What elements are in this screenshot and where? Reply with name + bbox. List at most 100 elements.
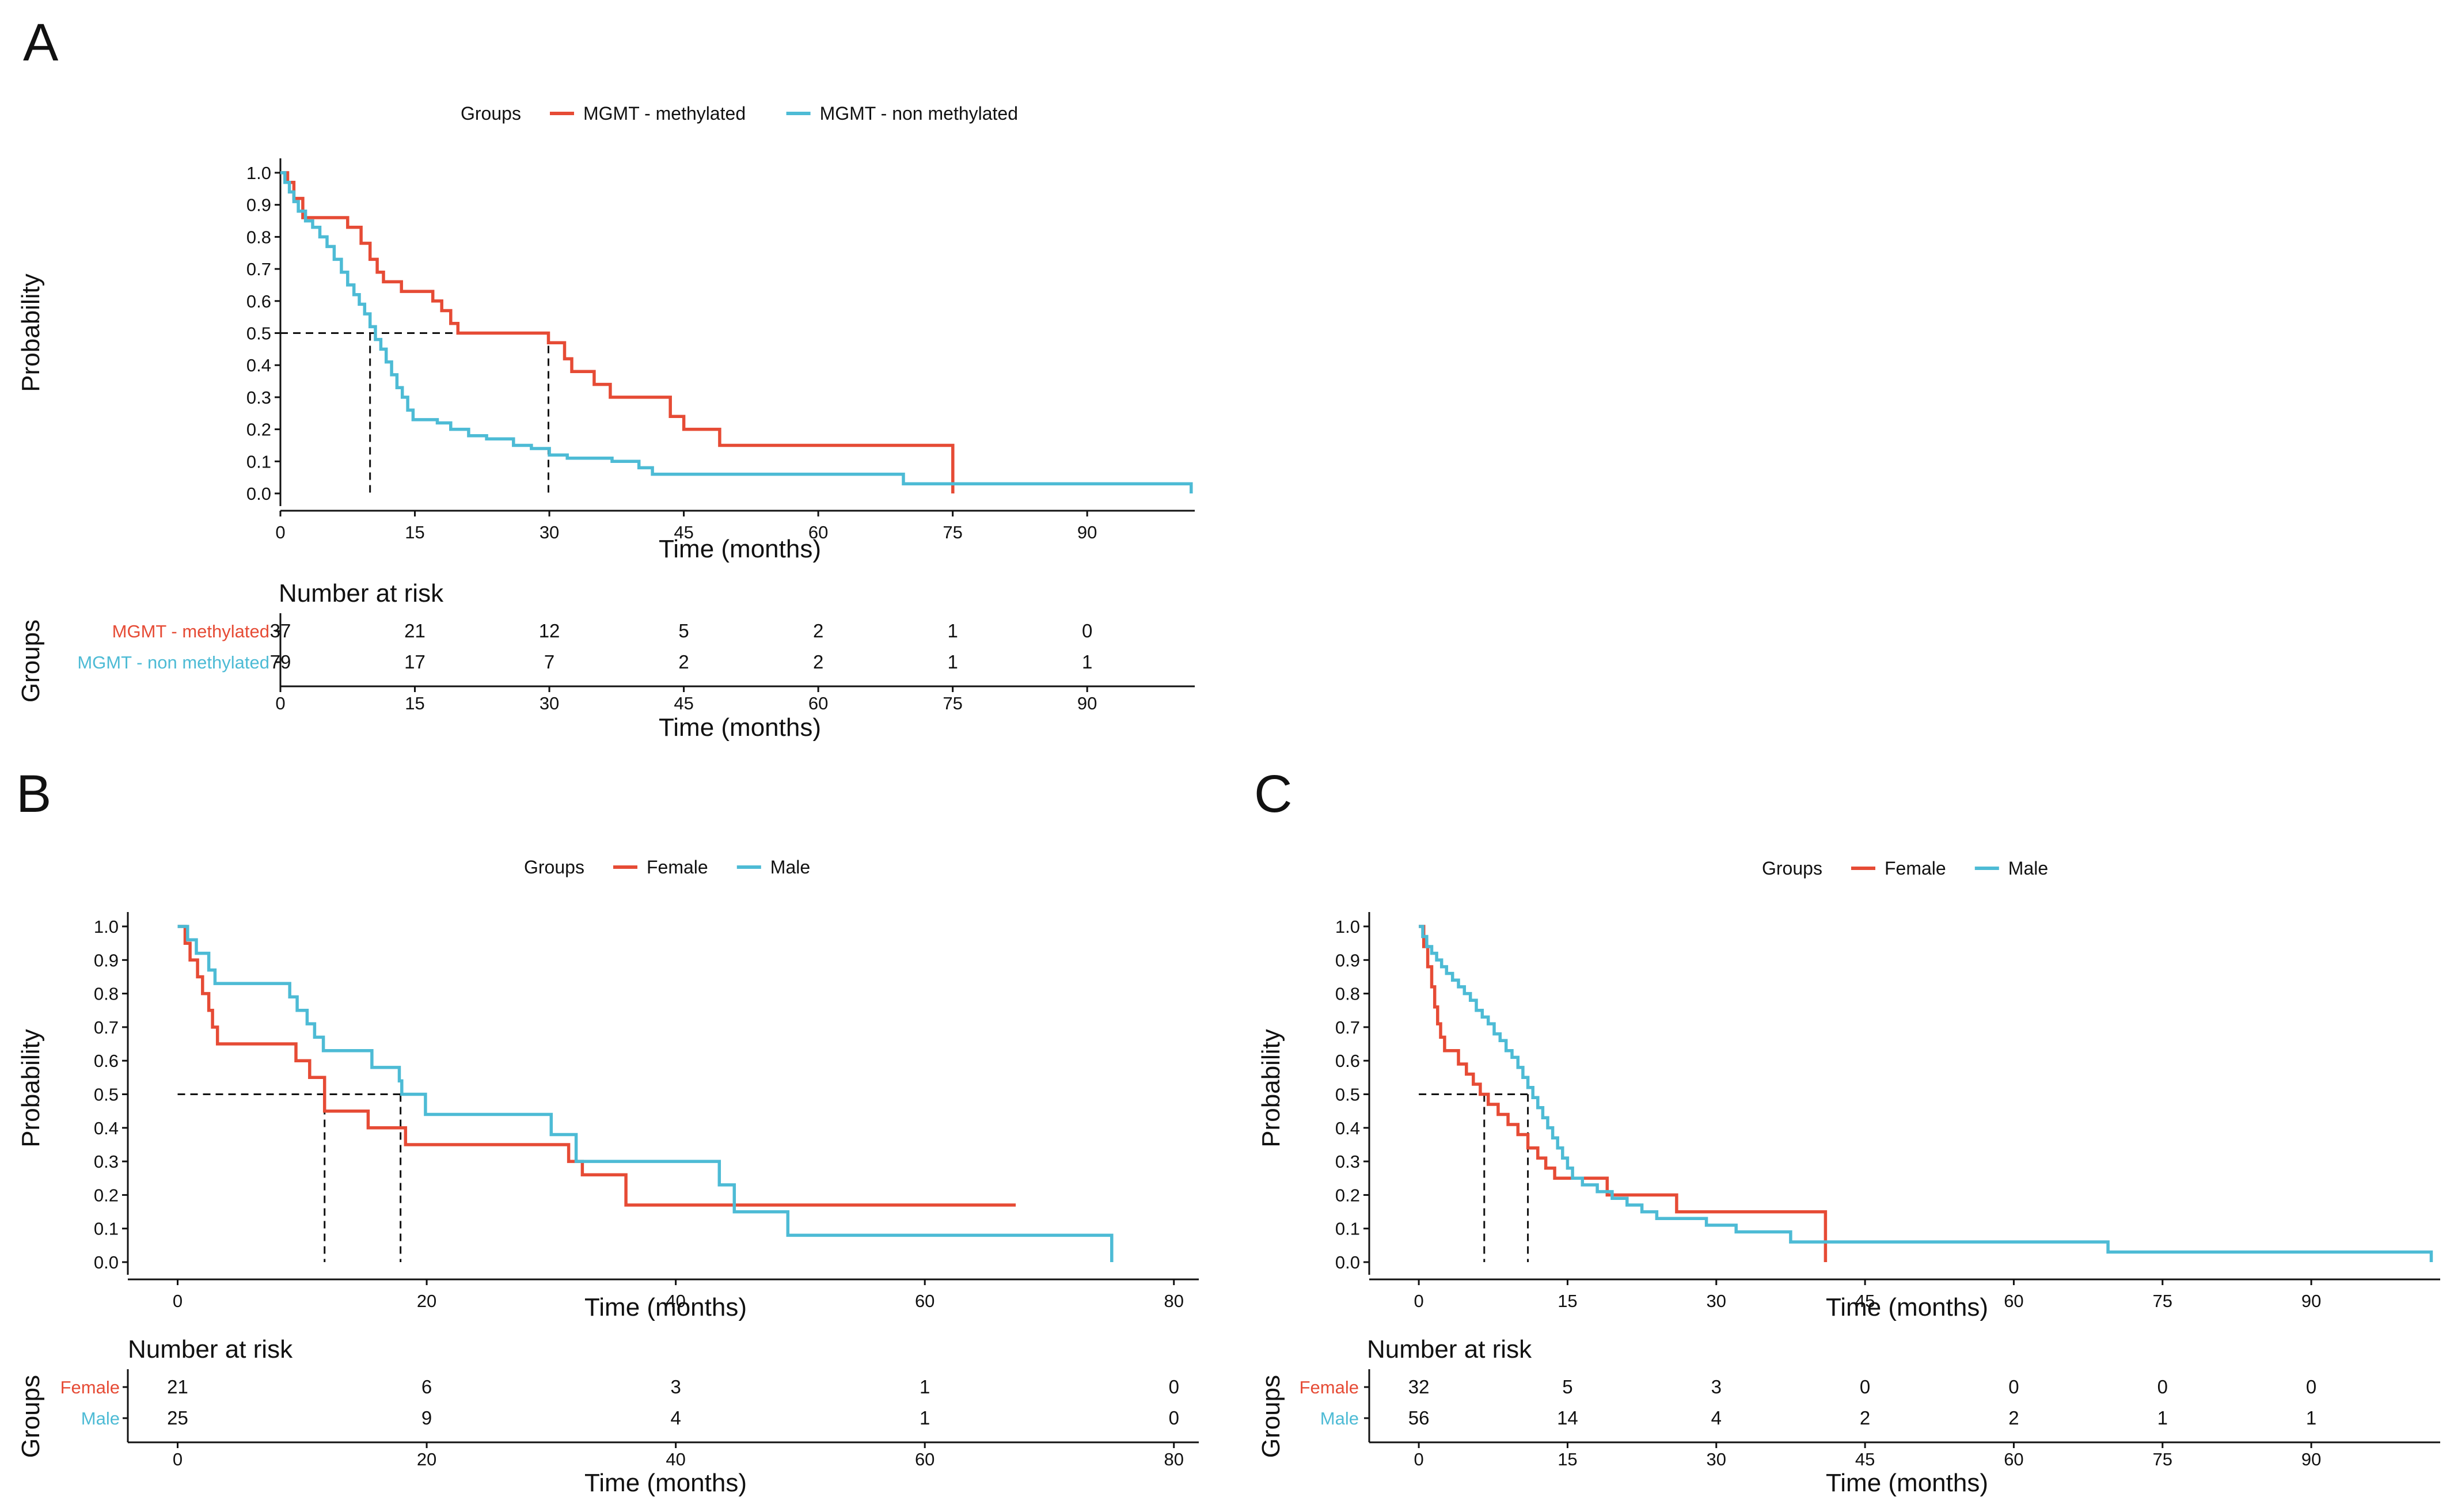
risk-count: 1 [1082, 651, 1092, 673]
y-tick-label: 0.3 [1335, 1152, 1360, 1172]
risk-count: 0 [2008, 1376, 2019, 1397]
legend-title: Groups [1762, 858, 1822, 879]
risk-count: 0 [1860, 1376, 1870, 1397]
y-tick-label: 0.2 [1335, 1185, 1360, 1205]
x-tick-label: 45 [1855, 1291, 1875, 1311]
risk-count: 79 [270, 651, 291, 673]
y-tick-label: 0.0 [246, 484, 271, 504]
panel-letter: B [16, 765, 51, 823]
y-tick-label: 0.7 [1335, 1017, 1360, 1038]
y-axis-title: Probability [17, 1029, 45, 1147]
km-curve-blue [280, 171, 1193, 493]
risk-x-tick-label: 90 [1077, 693, 1097, 713]
km-curve-red [1419, 925, 1828, 1262]
risk-x-tick-label: 75 [2153, 1449, 2172, 1469]
risk-groups-title: Groups [17, 620, 45, 702]
x-tick-label: 75 [943, 522, 962, 542]
x-tick-label: 15 [1558, 1291, 1577, 1311]
risk-count: 7 [544, 651, 554, 673]
legend-title: Groups [524, 857, 584, 877]
x-tick-label: 45 [674, 522, 693, 542]
y-tick-label: 0.3 [94, 1152, 119, 1172]
x-axis-title: Time (months) [1826, 1293, 1988, 1321]
risk-count: 9 [421, 1407, 432, 1429]
risk-x-tick-label: 60 [808, 693, 828, 713]
risk-count: 0 [2306, 1376, 2316, 1397]
y-axis-title: Probability [1257, 1029, 1285, 1147]
y-tick-label: 0.8 [1335, 984, 1360, 1004]
x-tick-label: 20 [417, 1291, 436, 1311]
risk-count: 6 [421, 1376, 432, 1397]
y-tick-label: 0.9 [246, 195, 271, 215]
risk-count: 32 [1408, 1376, 1430, 1397]
risk-x-tick-label: 80 [1164, 1449, 1184, 1469]
risk-count: 1 [920, 1376, 930, 1397]
risk-x-tick-label: 0 [275, 693, 285, 713]
y-tick-label: 0.5 [246, 324, 271, 344]
y-tick-label: 0.4 [1335, 1118, 1360, 1138]
risk-row-label: Female [60, 1377, 120, 1397]
y-tick-label: 0.1 [246, 451, 271, 472]
legend-title: Groups [461, 103, 521, 124]
y-tick-label: 0.6 [94, 1051, 119, 1071]
risk-count: 3 [1711, 1376, 1722, 1397]
x-tick-label: 60 [808, 522, 828, 542]
risk-x-tick-label: 60 [2004, 1449, 2023, 1469]
risk-table: Number at risk Groups Female 21 6 3 1 0 Male 25 9 4… [17, 1335, 1199, 1497]
risk-count: 0 [1082, 620, 1092, 641]
y-tick-label: 1.0 [94, 917, 119, 937]
km-curve-red [177, 925, 1016, 1207]
y-tick-label: 0.1 [1335, 1219, 1360, 1239]
risk-x-tick-label: 45 [1855, 1449, 1875, 1469]
panel-b: B Groups Female Male 0.0 0.1 0.2 0.3 0.4 0.5 0.6 0.… [16, 765, 1199, 1497]
y-tick-label: 0.7 [94, 1017, 119, 1038]
risk-x-axis-title: Time (months) [584, 1469, 747, 1497]
risk-count: 2 [2008, 1407, 2019, 1429]
legend: Groups Female Male [524, 857, 810, 877]
risk-table-title: Number at risk [279, 579, 444, 607]
legend: Groups MGMT - methylated MGMT - non methyl… [461, 103, 1018, 124]
risk-table: Number at risk Groups MGMT - methylated 37 2… [17, 579, 1195, 742]
y-tick-label: 0.3 [246, 388, 271, 408]
panel-letter: C [1254, 765, 1292, 823]
risk-row-label: MGMT - methylated [112, 621, 269, 641]
risk-count: 4 [1711, 1407, 1722, 1429]
risk-count: 1 [920, 1407, 930, 1429]
y-tick-label: 0.0 [94, 1252, 119, 1272]
risk-table-title: Number at risk [128, 1335, 293, 1363]
risk-x-tick-label: 75 [943, 693, 962, 713]
y-tick-label: 0.5 [1335, 1085, 1360, 1105]
x-axis-title: Time (months) [584, 1293, 747, 1321]
risk-x-tick-label: 60 [915, 1449, 935, 1469]
x-tick-label: 0 [1414, 1291, 1423, 1311]
km-curve-red [280, 171, 955, 493]
risk-count: 0 [1169, 1376, 1179, 1397]
risk-x-tick-label: 30 [540, 693, 559, 713]
risk-count: 12 [539, 620, 560, 641]
x-tick-label: 30 [540, 522, 559, 542]
risk-count: 1 [2306, 1407, 2316, 1429]
panel-letter: A [23, 13, 59, 72]
risk-count: 14 [1557, 1407, 1578, 1429]
km-curve-blue [177, 925, 1114, 1262]
risk-count: 21 [167, 1376, 188, 1397]
risk-count: 17 [404, 651, 426, 673]
risk-x-tick-label: 90 [2301, 1449, 2321, 1469]
legend-label: MGMT - non methylated [820, 103, 1018, 124]
y-tick-label: 0.0 [1335, 1252, 1360, 1272]
km-curve-blue [1419, 925, 2433, 1262]
risk-x-tick-label: 40 [666, 1449, 685, 1469]
risk-count: 1 [947, 620, 958, 641]
risk-row-label: Male [81, 1408, 120, 1429]
risk-x-axis-title: Time (months) [659, 713, 821, 742]
y-tick-label: 0.2 [246, 420, 271, 440]
risk-count: 4 [670, 1407, 681, 1429]
x-tick-label: 60 [2004, 1291, 2023, 1311]
risk-count: 2 [813, 620, 823, 641]
risk-x-tick-label: 0 [173, 1449, 183, 1469]
risk-x-tick-label: 30 [1707, 1449, 1726, 1469]
y-tick-label: 0.9 [1335, 950, 1360, 970]
legend-label: Female [1885, 858, 1946, 879]
